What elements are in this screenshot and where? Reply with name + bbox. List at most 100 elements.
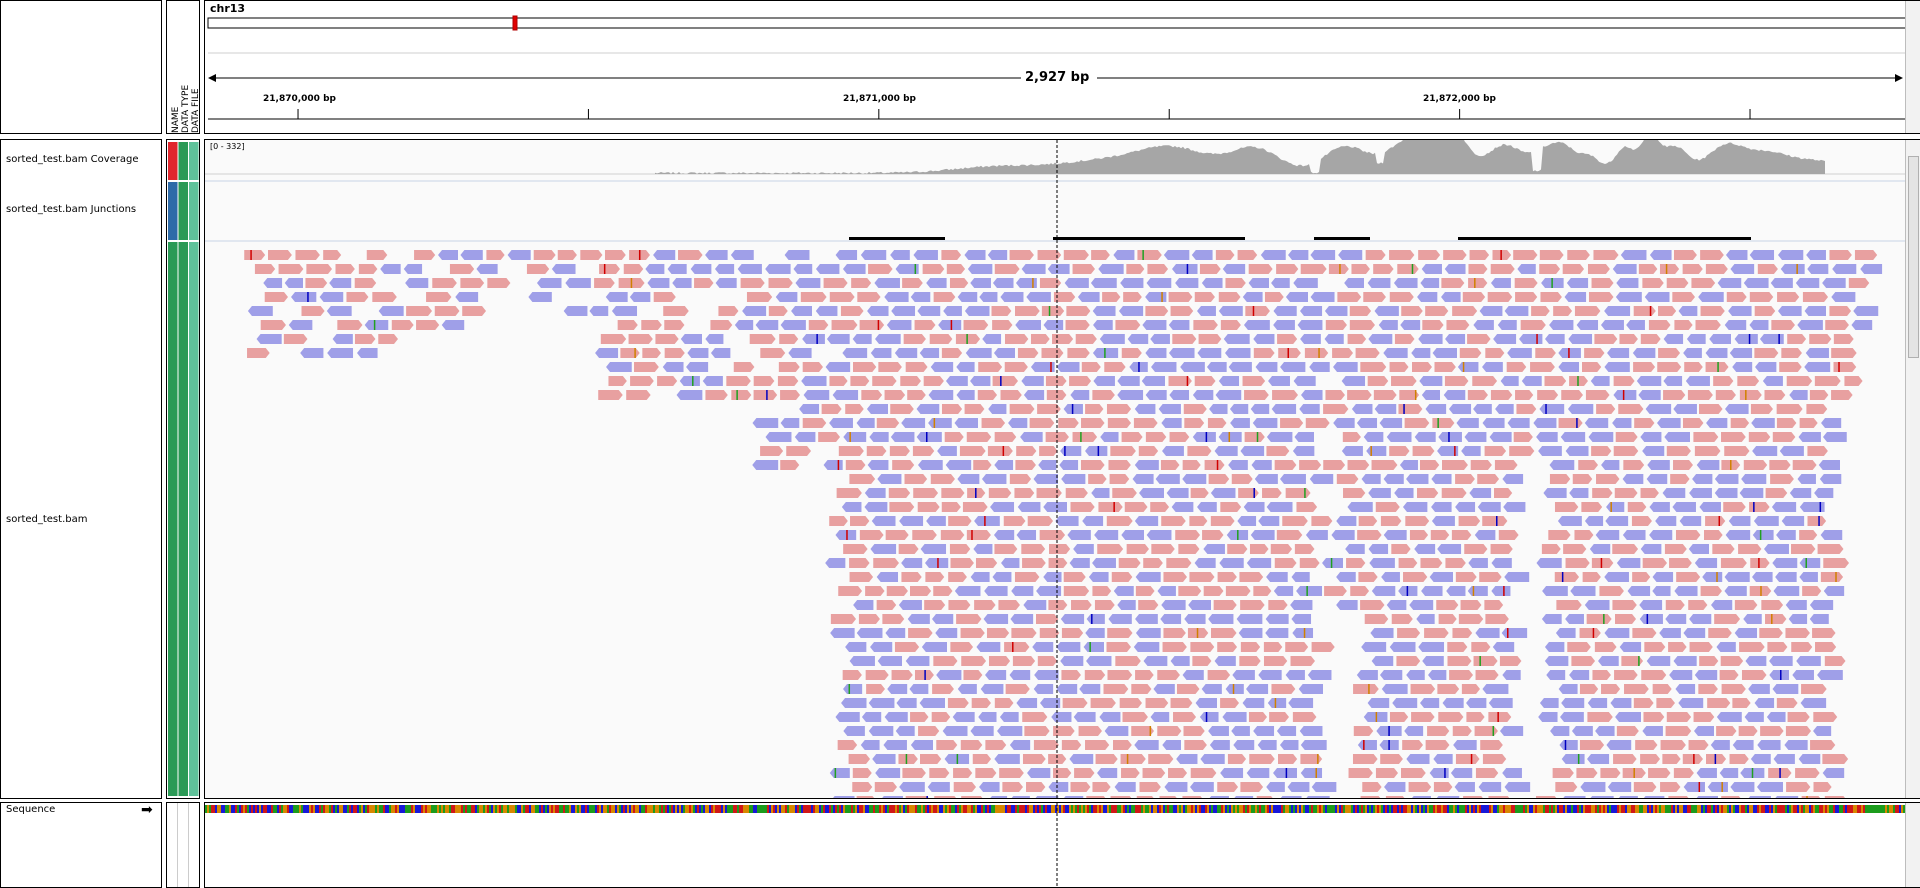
read [1163,572,1188,582]
read [1451,530,1472,540]
base [813,805,815,813]
read [1065,488,1088,498]
read [1199,712,1219,722]
read [679,376,700,386]
read [1250,530,1275,540]
read [791,306,813,316]
read [936,740,958,750]
base [233,805,235,813]
base [1319,805,1321,813]
read [780,418,800,428]
read [1262,488,1282,498]
base [533,805,535,813]
read [1291,614,1312,624]
read [1569,670,1590,680]
scrollbar-thumb[interactable] [1908,156,1919,358]
base [635,805,637,813]
track-name-sequence[interactable]: Sequence [6,804,56,815]
read [1015,460,1036,470]
read [928,390,954,400]
base [971,805,973,813]
data-scrollbar[interactable] [1905,140,1920,798]
read [937,446,957,456]
attribute-cell-alignments-0 [168,242,178,796]
read [825,558,846,568]
read [1539,250,1564,260]
mismatch [1730,460,1732,470]
attribute-header-data-file[interactable]: DATA FILE [191,88,201,133]
alignment-view[interactable] [205,140,1905,798]
read [1474,530,1496,540]
base [1677,805,1679,813]
read [1713,376,1734,386]
mismatch [1339,264,1341,274]
track-name-alignments[interactable]: sorted_test.bam [6,514,88,525]
read [1204,460,1225,470]
read [1133,418,1158,428]
read [1471,642,1491,652]
read [935,628,958,638]
read [1424,628,1449,638]
read [870,544,897,554]
read [875,334,901,344]
chromosome-name: chr13 [210,2,246,15]
read [1590,796,1614,798]
track-name-junctions[interactable]: sorted_test.bam Junctions [6,204,137,215]
base [1369,805,1371,813]
sequence-track [205,803,1905,887]
read [1060,656,1084,666]
base [453,805,455,813]
read [1785,726,1812,736]
mismatch [1237,530,1239,540]
read [1672,292,1696,302]
base [1193,805,1195,813]
read [981,418,1006,428]
mismatch [1771,614,1773,624]
read [962,502,988,512]
read [1786,782,1811,792]
sequence-scrollbar[interactable] [1905,803,1920,887]
base [909,805,911,813]
base [1455,805,1457,813]
base [1729,805,1731,813]
read [1246,684,1269,694]
read [1670,474,1690,484]
read [925,558,949,568]
ruler-scrollbar[interactable] [1905,1,1920,133]
base [209,805,211,813]
read [1449,670,1474,680]
read [953,782,977,792]
read [1485,348,1505,358]
base [225,805,227,813]
read [1092,558,1116,568]
read [1482,418,1505,428]
read [1616,726,1639,736]
strand-arrow-icon[interactable]: ➡ [141,802,153,818]
base [1645,805,1647,813]
read [1750,754,1771,764]
base [1671,805,1673,813]
read [1601,684,1621,694]
base [561,805,563,813]
read [1822,768,1845,778]
read [1199,264,1221,274]
read [1610,698,1632,708]
attribute-header-name[interactable]: NAME [171,106,181,133]
base [1143,805,1145,813]
read [815,306,838,316]
base [1361,805,1363,813]
read [1248,278,1270,288]
read [1730,264,1755,274]
read [1009,404,1035,414]
read [1549,474,1571,484]
read [737,264,762,274]
base [1161,805,1163,813]
base [1885,805,1887,813]
read [1258,670,1282,680]
read [1504,306,1529,316]
read [1757,264,1778,274]
attribute-header-data-type[interactable]: DATA TYPE [181,84,191,133]
read [954,418,978,428]
track-name-coverage[interactable]: sorted_test.bam Coverage [6,154,139,165]
read [1406,670,1425,680]
